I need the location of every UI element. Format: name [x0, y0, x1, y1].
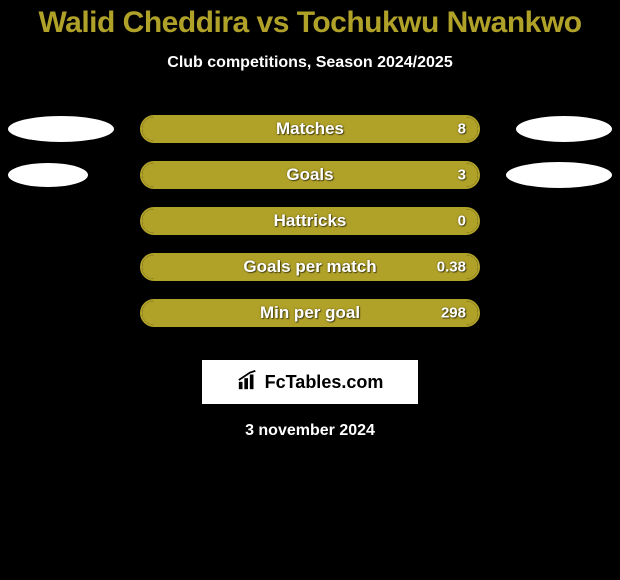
stat-value: 0.38 — [437, 259, 466, 276]
brand-text: FcTables.com — [265, 372, 384, 393]
brand-badge: FcTables.com — [202, 360, 418, 404]
left-marker — [8, 163, 88, 187]
date-stamp: 3 november 2024 — [0, 422, 620, 440]
stat-bar: Hattricks 0 — [140, 207, 480, 235]
stat-label: Goals per match — [243, 257, 376, 277]
stat-value: 298 — [441, 305, 466, 322]
stat-bar: Goals per match 0.38 — [140, 253, 480, 281]
stat-bar: Min per goal 298 — [140, 299, 480, 327]
stat-label: Hattricks — [274, 211, 347, 231]
stat-value: 3 — [458, 167, 466, 184]
page-subtitle: Club competitions, Season 2024/2025 — [0, 54, 620, 72]
stat-rows: Matches 8 Goals 3 Hattricks 0 Goals per match 0… — [0, 106, 620, 336]
brand-icon — [237, 369, 259, 396]
page-title: Walid Cheddira vs Tochukwu Nwankwo — [0, 0, 620, 40]
right-marker — [506, 162, 612, 188]
stat-bar: Matches 8 — [140, 115, 480, 143]
stat-row: Matches 8 — [0, 106, 620, 152]
stat-row: Goals per match 0.38 — [0, 244, 620, 290]
stat-label: Goals — [286, 165, 333, 185]
stat-bar: Goals 3 — [140, 161, 480, 189]
stat-label: Matches — [276, 119, 344, 139]
stat-row: Goals 3 — [0, 152, 620, 198]
stat-row: Min per goal 298 — [0, 290, 620, 336]
left-marker — [8, 116, 114, 142]
stat-value: 0 — [458, 213, 466, 230]
stat-value: 8 — [458, 121, 466, 138]
comparison-card: Walid Cheddira vs Tochukwu Nwankwo Club … — [0, 0, 620, 580]
stat-label: Min per goal — [260, 303, 360, 323]
stat-row: Hattricks 0 — [0, 198, 620, 244]
right-marker — [516, 116, 612, 142]
